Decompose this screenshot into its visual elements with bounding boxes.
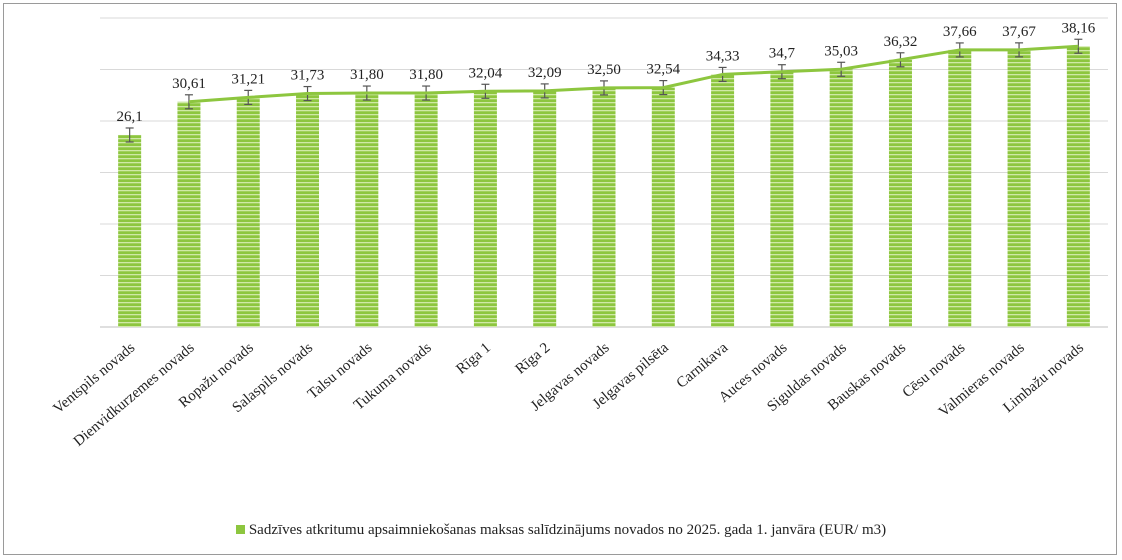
value-label: 37,66 <box>943 24 977 40</box>
category-label: Carnikava <box>674 340 732 392</box>
bar <box>355 93 379 328</box>
bar <box>770 71 794 327</box>
bars <box>118 46 1090 328</box>
value-label: 26,1 <box>117 109 143 125</box>
trend-line-path <box>188 44 1079 104</box>
bar <box>473 91 497 327</box>
bar <box>414 93 438 328</box>
value-label: 36,32 <box>884 34 918 50</box>
bar <box>592 87 616 328</box>
category-label: Rīga 2 <box>513 340 554 378</box>
bar <box>236 97 260 327</box>
gridlines <box>100 17 1108 328</box>
value-label: 32,09 <box>528 65 562 81</box>
bar <box>888 59 912 327</box>
value-label: 31,80 <box>350 67 384 83</box>
value-label: 32,04 <box>469 65 503 81</box>
value-label: 37,67 <box>1002 24 1036 40</box>
chart-frame <box>3 3 1117 555</box>
bar <box>948 49 972 328</box>
value-labels: 26,1 30,61 31,21 31,73 31,80 31,80 32,04 32,09 3… <box>117 20 1096 125</box>
value-label: 34,33 <box>706 48 740 64</box>
value-label: 32,50 <box>587 62 621 78</box>
bar <box>829 69 853 327</box>
error-bar <box>125 127 134 143</box>
bar <box>711 74 735 327</box>
bar <box>1066 46 1090 327</box>
trend-line <box>188 44 1079 104</box>
bar <box>651 87 675 327</box>
value-label: 31,73 <box>291 68 325 84</box>
bar <box>296 93 320 327</box>
value-label: 31,21 <box>231 71 265 87</box>
value-label: 34,7 <box>769 46 796 62</box>
value-label: 30,61 <box>172 76 206 92</box>
value-label: 35,03 <box>824 43 858 59</box>
value-label: 38,16 <box>1061 20 1095 36</box>
legend-label: Sadzīves atkritumu apsaimniekošanas maks… <box>248 522 887 538</box>
category-label: Dienvidkurzemes novads <box>71 340 198 450</box>
value-label: 31,80 <box>409 67 443 83</box>
bar <box>177 101 201 328</box>
legend-swatch <box>235 525 245 535</box>
legend: Sadzīves atkritumu apsaimniekošanas maks… <box>0 522 1122 539</box>
bar <box>118 134 142 327</box>
bar <box>1007 49 1031 327</box>
value-label: 32,54 <box>646 62 680 78</box>
category-label: Rīga 1 <box>453 340 494 378</box>
bar <box>533 90 557 327</box>
